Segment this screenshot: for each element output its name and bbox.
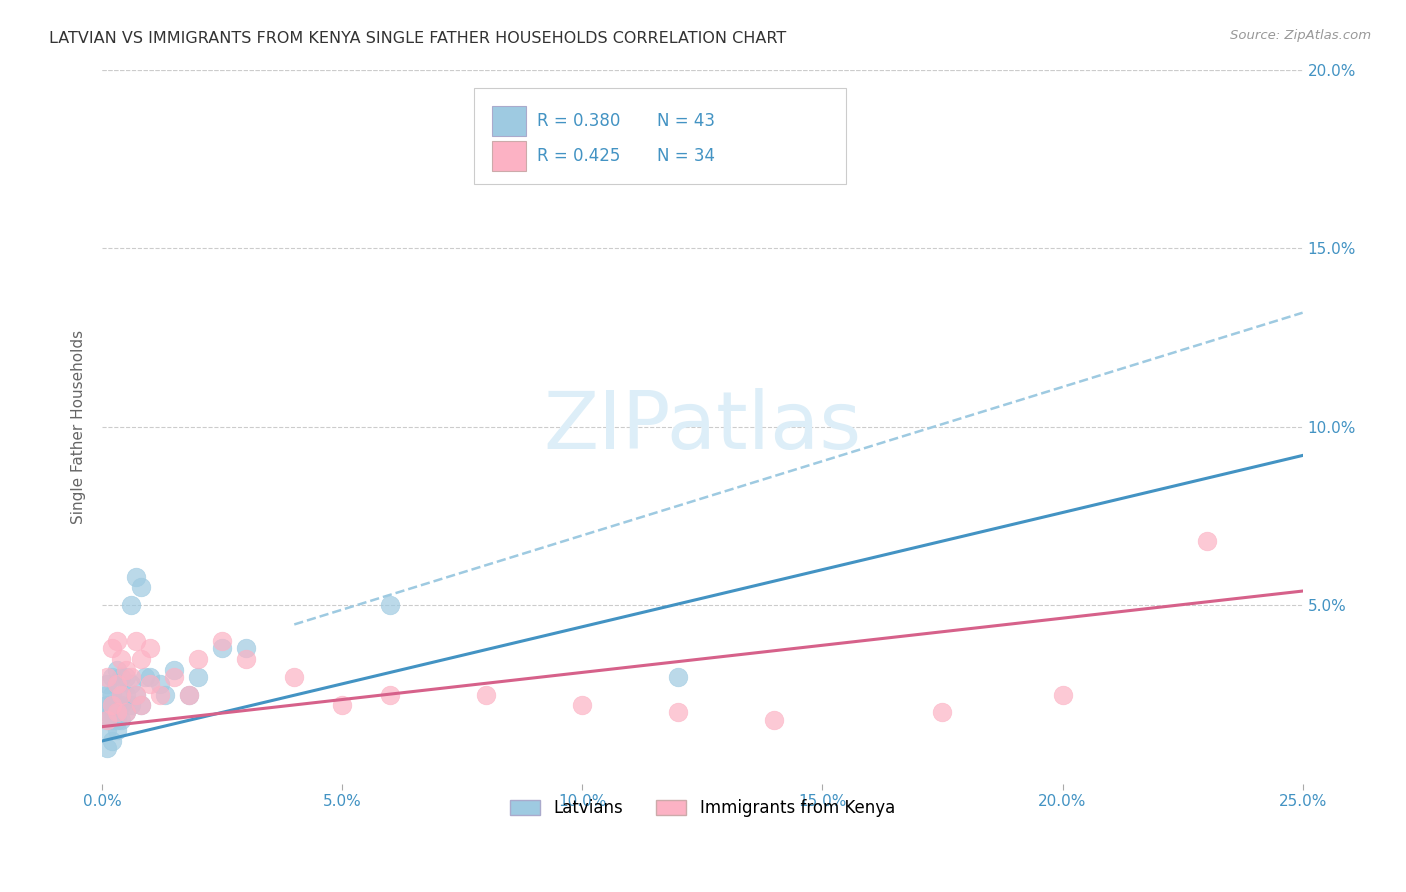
- Point: [187, 652, 209, 666]
- Point: [129, 581, 152, 595]
- Bar: [492, 142, 526, 171]
- Point: [101, 698, 124, 713]
- Point: [125, 688, 148, 702]
- Point: [668, 706, 690, 720]
- Point: [1052, 688, 1074, 702]
- Point: [571, 698, 593, 713]
- Point: [149, 677, 172, 691]
- Point: [96, 713, 118, 727]
- Point: [235, 652, 257, 666]
- Point: [105, 723, 128, 738]
- Legend: Latvians, Immigrants from Kenya: Latvians, Immigrants from Kenya: [502, 790, 903, 825]
- Point: [330, 698, 353, 713]
- Point: [149, 688, 172, 702]
- Point: [105, 698, 128, 713]
- Bar: [492, 106, 526, 136]
- Point: [115, 688, 138, 702]
- Point: [115, 706, 138, 720]
- Point: [380, 688, 402, 702]
- Point: [110, 688, 132, 702]
- Point: [129, 652, 152, 666]
- Point: [120, 698, 142, 713]
- Point: [105, 713, 128, 727]
- Point: [125, 634, 148, 648]
- Point: [105, 677, 128, 691]
- Point: [134, 670, 156, 684]
- Point: [129, 698, 152, 713]
- Point: [125, 570, 148, 584]
- Text: Source: ZipAtlas.com: Source: ZipAtlas.com: [1230, 29, 1371, 42]
- Text: N = 34: N = 34: [657, 147, 714, 165]
- Point: [101, 670, 124, 684]
- Point: [380, 599, 402, 613]
- Y-axis label: Single Father Households: Single Father Households: [72, 330, 86, 524]
- Point: [105, 663, 128, 677]
- Point: [115, 663, 138, 677]
- Point: [105, 634, 128, 648]
- Point: [115, 706, 138, 720]
- Point: [283, 670, 305, 684]
- Point: [110, 652, 132, 666]
- Text: R = 0.425: R = 0.425: [537, 147, 620, 165]
- Point: [110, 670, 132, 684]
- Point: [115, 670, 138, 684]
- Point: [120, 670, 142, 684]
- Text: R = 0.380: R = 0.380: [537, 112, 620, 129]
- Point: [125, 688, 148, 702]
- Point: [177, 688, 200, 702]
- Point: [101, 698, 124, 713]
- Point: [96, 706, 118, 720]
- Point: [163, 670, 186, 684]
- Text: N = 43: N = 43: [657, 112, 714, 129]
- Point: [139, 641, 162, 656]
- Point: [163, 663, 186, 677]
- Point: [110, 698, 132, 713]
- Point: [120, 599, 142, 613]
- Point: [211, 641, 233, 656]
- Point: [668, 670, 690, 684]
- Point: [153, 688, 176, 702]
- Point: [105, 677, 128, 691]
- Point: [101, 688, 124, 702]
- Point: [931, 706, 953, 720]
- Text: LATVIAN VS IMMIGRANTS FROM KENYA SINGLE FATHER HOUSEHOLDS CORRELATION CHART: LATVIAN VS IMMIGRANTS FROM KENYA SINGLE …: [49, 31, 786, 46]
- Point: [211, 634, 233, 648]
- Point: [96, 741, 118, 756]
- Point: [1195, 534, 1218, 549]
- Point: [177, 688, 200, 702]
- Point: [96, 698, 118, 713]
- Point: [475, 688, 498, 702]
- Point: [105, 706, 128, 720]
- Point: [139, 670, 162, 684]
- Point: [129, 698, 152, 713]
- Point: [763, 713, 786, 727]
- Point: [139, 677, 162, 691]
- Point: [96, 670, 118, 684]
- Point: [96, 723, 118, 738]
- Point: [235, 641, 257, 656]
- Point: [96, 677, 118, 691]
- Point: [101, 706, 124, 720]
- Text: ZIPatlas: ZIPatlas: [543, 388, 862, 466]
- Point: [110, 713, 132, 727]
- Point: [101, 734, 124, 748]
- Point: [110, 688, 132, 702]
- Point: [101, 641, 124, 656]
- Point: [96, 688, 118, 702]
- FancyBboxPatch shape: [474, 88, 846, 185]
- Point: [96, 713, 118, 727]
- Point: [120, 677, 142, 691]
- Point: [187, 670, 209, 684]
- Point: [101, 713, 124, 727]
